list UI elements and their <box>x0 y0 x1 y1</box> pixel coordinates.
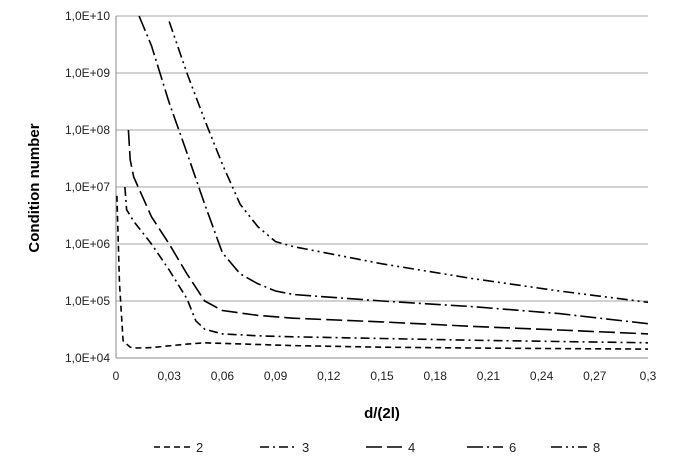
y-tick-label: 1,0E+09 <box>65 66 110 80</box>
y-tick-label: 1,0E+05 <box>65 294 110 308</box>
x-tick-label: 0,24 <box>530 369 554 383</box>
x-tick-label: 0 <box>113 369 120 383</box>
legend-label-3: 3 <box>302 440 309 455</box>
legend: 2 3 4 6 8 <box>154 440 600 455</box>
axes <box>115 16 648 359</box>
x-axis-title: d/(2l) <box>364 405 400 422</box>
y-tick-label: 1,0E+07 <box>65 180 110 194</box>
series-line-3 <box>124 186 648 344</box>
series-line-6 <box>138 15 648 325</box>
legend-label-6: 6 <box>509 440 516 455</box>
y-axis-title: Condition number <box>26 123 43 252</box>
x-tick-label: 0,27 <box>583 369 607 383</box>
series-line-8 <box>168 21 648 304</box>
x-tick-label: 0,09 <box>264 369 288 383</box>
series-line-2 <box>116 195 648 350</box>
x-tick-label: 0,18 <box>424 369 448 383</box>
x-tick-label: 0,12 <box>317 369 341 383</box>
x-tick-label: 0,3 <box>640 369 657 383</box>
y-tick-label: 1,0E+10 <box>65 9 110 23</box>
x-tick-label: 0,06 <box>211 369 235 383</box>
legend-label-8: 8 <box>593 440 600 455</box>
tick-labels: 1,0E+04 1,0E+05 1,0E+06 1,0E+07 1,0E+08 1,0E+… <box>65 9 657 383</box>
y-tick-label: 1,0E+04 <box>65 351 110 365</box>
x-tick-label: 0,21 <box>477 369 501 383</box>
x-tick-label: 0,15 <box>370 369 394 383</box>
legend-label-4: 4 <box>408 440 415 455</box>
grid-lines <box>116 15 648 302</box>
y-tick-label: 1,0E+08 <box>65 123 110 137</box>
x-tick-label: 0,03 <box>158 369 182 383</box>
legend-label-2: 2 <box>196 440 203 455</box>
series-line-4 <box>127 129 648 335</box>
y-tick-label: 1,0E+06 <box>65 237 110 251</box>
series-lines <box>116 15 648 350</box>
